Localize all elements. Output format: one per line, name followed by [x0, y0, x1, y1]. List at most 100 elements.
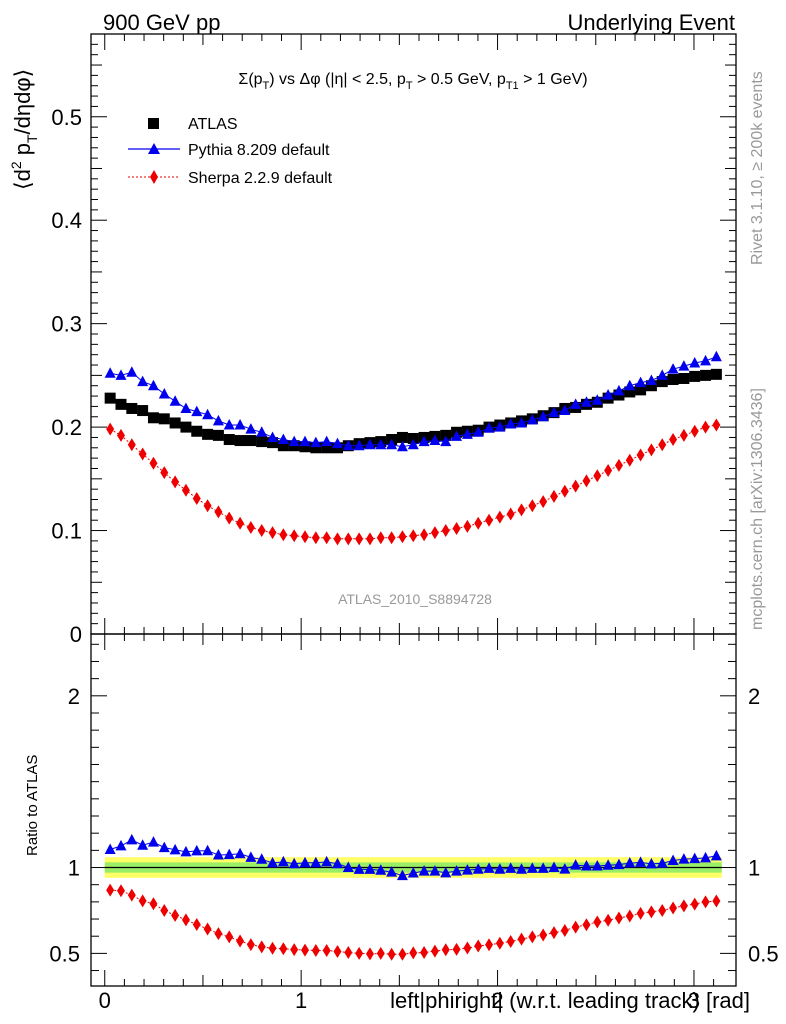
ratio-pythia-point [613, 858, 625, 870]
ratio-pythia-point [624, 857, 636, 868]
x-tick-label: 2 [491, 988, 503, 1013]
pythia-point [364, 438, 376, 450]
sherpa-point [181, 483, 190, 497]
atlas-point [440, 429, 452, 441]
pythia-point [689, 356, 701, 368]
pythia-point [288, 435, 300, 447]
sherpa-point [149, 456, 158, 470]
ratio-pythia-point [505, 862, 517, 873]
pythia-point [321, 435, 333, 447]
y-tick-label: 0.1 [51, 519, 82, 544]
pythia-point [624, 379, 636, 391]
ratio-pythia-point [440, 866, 452, 878]
main-ylabel: ⟨d2 pT/dηdφ⟩ [8, 69, 40, 190]
pythia-point [137, 375, 149, 387]
pythia-point [115, 369, 127, 380]
ratio-ylabel: Ratio to ATLAS [24, 755, 41, 856]
pythia-point [396, 440, 408, 452]
atlas-point [180, 421, 192, 433]
ratio-sherpa-point [355, 946, 364, 960]
ratio-pythia-point [494, 863, 506, 874]
atlas-point [700, 369, 712, 381]
atlas-point [104, 392, 116, 404]
ratio-sherpa-point [539, 928, 548, 942]
atlas-point [277, 440, 289, 452]
pythia-point [375, 438, 387, 450]
pythia-point [548, 406, 560, 418]
ratio-pythia-point [559, 863, 571, 874]
pythia-point [191, 405, 203, 417]
pythia-point [256, 426, 268, 437]
pythia-point [678, 360, 690, 371]
pythia-point [537, 410, 549, 422]
atlas-point [667, 374, 679, 386]
ratio-sherpa-point [614, 911, 623, 925]
sherpa-point [127, 438, 136, 452]
ratio-sherpa-point [636, 906, 645, 920]
ratio-pythia-point [364, 863, 376, 874]
x-tick-label: 3 [688, 988, 700, 1013]
ratio-pythia-point [158, 841, 170, 853]
sherpa-point [625, 453, 634, 467]
pythia-point [234, 419, 246, 430]
sherpa-point [463, 519, 472, 533]
plot-title: Σ(pT) vs Δφ (|η| < 2.5, pT > 0.5 GeV, pT… [238, 71, 587, 92]
y-tick-label: 0.3 [51, 312, 82, 337]
ratio-pythia-point [483, 862, 495, 873]
series-pythia [104, 350, 722, 452]
xaxis-label: left|phiright| (w.r.t. leading track) [r… [390, 988, 750, 1013]
ratio-pythia-point [570, 859, 582, 870]
atlas-point [223, 434, 235, 446]
ratio-pythia-point [342, 861, 354, 873]
pythia-point [645, 374, 657, 386]
ratio-sherpa-point [669, 901, 678, 915]
ratio-sherpa-point [679, 899, 688, 913]
pythia-point [526, 413, 538, 425]
pythia-point [451, 430, 463, 441]
legend-atlas-marker [148, 118, 159, 129]
sherpa-point [171, 475, 180, 489]
ratio-sherpa-point [225, 930, 234, 944]
ratio-sherpa-point [322, 943, 331, 957]
pythia-point [310, 436, 322, 448]
ratio-sherpa-point [701, 895, 710, 909]
ratio-sherpa-point [420, 946, 429, 960]
ratio-series-sherpa [106, 883, 721, 961]
ratio-pythia-point [353, 863, 365, 874]
ratio-pythia-point [147, 836, 159, 847]
sherpa-point [604, 464, 613, 478]
ratio-pythia-point [591, 859, 603, 871]
atlas-point [147, 412, 159, 424]
ratio-pythia-point [277, 855, 289, 867]
pythia-point [505, 418, 517, 429]
sherpa-point [138, 447, 147, 461]
ratio-pythia-point [526, 862, 538, 873]
legend-sherpa-marker [150, 170, 158, 184]
sherpa-point [614, 458, 623, 472]
pythia-point [212, 414, 224, 426]
ratio-pythia-point [126, 833, 138, 845]
sherpa-point [528, 499, 537, 513]
atlas-point [678, 372, 690, 384]
pythia-point [461, 428, 473, 439]
ratio-pythia-point [700, 851, 712, 863]
atlas-point [407, 432, 419, 444]
ratio-sherpa-point [246, 938, 255, 952]
sherpa-point [712, 418, 721, 432]
ratio-sherpa-point [528, 930, 537, 944]
atlas-point [169, 417, 181, 429]
sherpa-point [376, 531, 385, 545]
ratio-pythia-point [256, 853, 268, 864]
ratio-plot: 0 1 2 3 0.5 0.5 1 1 2 2 [49, 633, 779, 1013]
pythia-point [245, 423, 257, 434]
sherpa-point [236, 516, 245, 530]
ratio-sherpa-point [236, 934, 245, 948]
atlas-point [191, 425, 203, 437]
ratio-pythia-point [537, 862, 549, 873]
ratio-series-pythia [104, 833, 722, 881]
ratio-pythia-point [451, 865, 463, 876]
ratio-sherpa-point [106, 883, 115, 897]
sherpa-point [658, 438, 667, 452]
ratio-sherpa-point [257, 940, 266, 954]
sherpa-point [506, 507, 515, 521]
